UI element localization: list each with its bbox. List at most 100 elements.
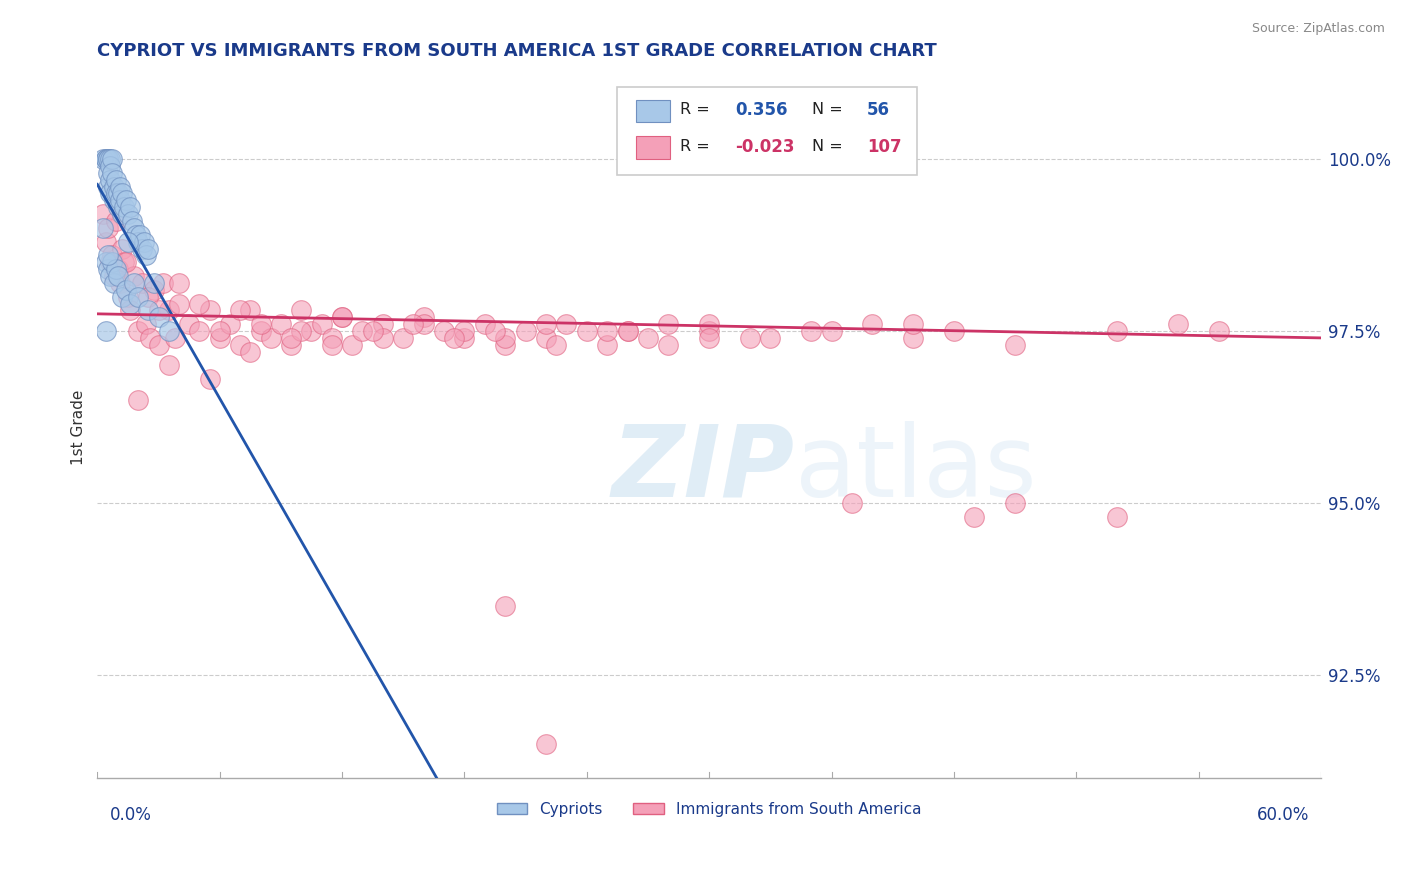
Point (270, 317, 292, 331)
Point (108, 276, 131, 290)
Point (157, 324, 180, 338)
Point (103, 194, 125, 208)
Point (616, 324, 638, 338)
Point (107, 186, 129, 201)
Point (901, 331, 924, 345)
Point (208, 331, 231, 345)
Point (100, 248, 122, 262)
Point (433, 324, 456, 338)
Point (657, 317, 679, 331)
Point (820, 324, 842, 338)
Point (96, 220, 118, 235)
Point (103, 268, 125, 283)
Point (125, 227, 148, 242)
Point (697, 324, 720, 338)
Point (657, 338, 679, 352)
Point (104, 262, 127, 277)
Point (96, 248, 118, 262)
Text: 0.356: 0.356 (735, 101, 787, 119)
Point (198, 372, 221, 386)
Point (103, 179, 125, 194)
Point (104, 186, 127, 201)
Point (98, 255, 121, 269)
Point (412, 310, 434, 325)
Legend: Cypriots, Immigrants from South America: Cypriots, Immigrants from South America (491, 796, 928, 823)
Point (229, 303, 252, 318)
Point (280, 331, 302, 345)
Point (402, 317, 425, 331)
Text: R =: R = (681, 139, 714, 154)
Point (117, 235, 139, 249)
Point (1167, 317, 1189, 331)
Point (860, 317, 883, 331)
Text: N =: N = (813, 139, 848, 154)
Point (546, 338, 568, 352)
Point (138, 242, 160, 256)
Text: N =: N = (813, 102, 848, 117)
Point (392, 331, 415, 345)
Point (111, 242, 134, 256)
Point (1004, 338, 1026, 352)
Point (697, 317, 720, 331)
Text: Source: ZipAtlas.com: Source: ZipAtlas.com (1251, 22, 1385, 36)
Point (96, 166, 118, 180)
Point (135, 317, 157, 331)
Point (942, 324, 965, 338)
Point (122, 220, 145, 235)
Point (188, 324, 211, 338)
Point (118, 303, 141, 318)
Point (98, 268, 121, 283)
Point (249, 317, 271, 331)
FancyBboxPatch shape (636, 100, 671, 122)
Point (148, 310, 170, 325)
Point (330, 310, 353, 325)
Point (157, 303, 180, 318)
Point (111, 186, 134, 201)
Point (534, 737, 557, 751)
Point (484, 324, 506, 338)
Point (515, 324, 537, 338)
Point (134, 235, 156, 249)
Point (100, 255, 122, 269)
Point (117, 290, 139, 304)
Point (738, 331, 761, 345)
Point (135, 248, 157, 262)
Point (474, 317, 496, 331)
Point (108, 194, 131, 208)
Point (208, 324, 231, 338)
Point (127, 235, 149, 249)
Text: 60.0%: 60.0% (1257, 806, 1309, 824)
Point (122, 276, 145, 290)
Point (93, 207, 115, 221)
Point (1107, 324, 1129, 338)
Point (179, 317, 201, 331)
Text: 0.0%: 0.0% (110, 806, 152, 824)
Point (100, 152, 122, 166)
Text: 107: 107 (868, 137, 901, 156)
FancyBboxPatch shape (617, 87, 917, 175)
Point (96, 262, 118, 277)
Point (107, 268, 129, 283)
Point (115, 283, 138, 297)
Point (98, 152, 121, 166)
Point (575, 324, 598, 338)
Point (759, 331, 782, 345)
Point (453, 331, 475, 345)
Point (163, 331, 186, 345)
Text: -0.023: -0.023 (735, 137, 794, 156)
Point (96, 152, 118, 166)
Point (93, 220, 115, 235)
Point (131, 242, 153, 256)
Point (219, 317, 242, 331)
Point (148, 338, 170, 352)
Point (96, 152, 118, 166)
Point (111, 207, 134, 221)
Point (321, 331, 343, 345)
Point (98, 173, 121, 187)
Point (494, 331, 516, 345)
Point (118, 296, 141, 310)
Point (239, 303, 262, 318)
Point (98, 186, 121, 201)
Point (800, 324, 823, 338)
Point (290, 303, 312, 318)
